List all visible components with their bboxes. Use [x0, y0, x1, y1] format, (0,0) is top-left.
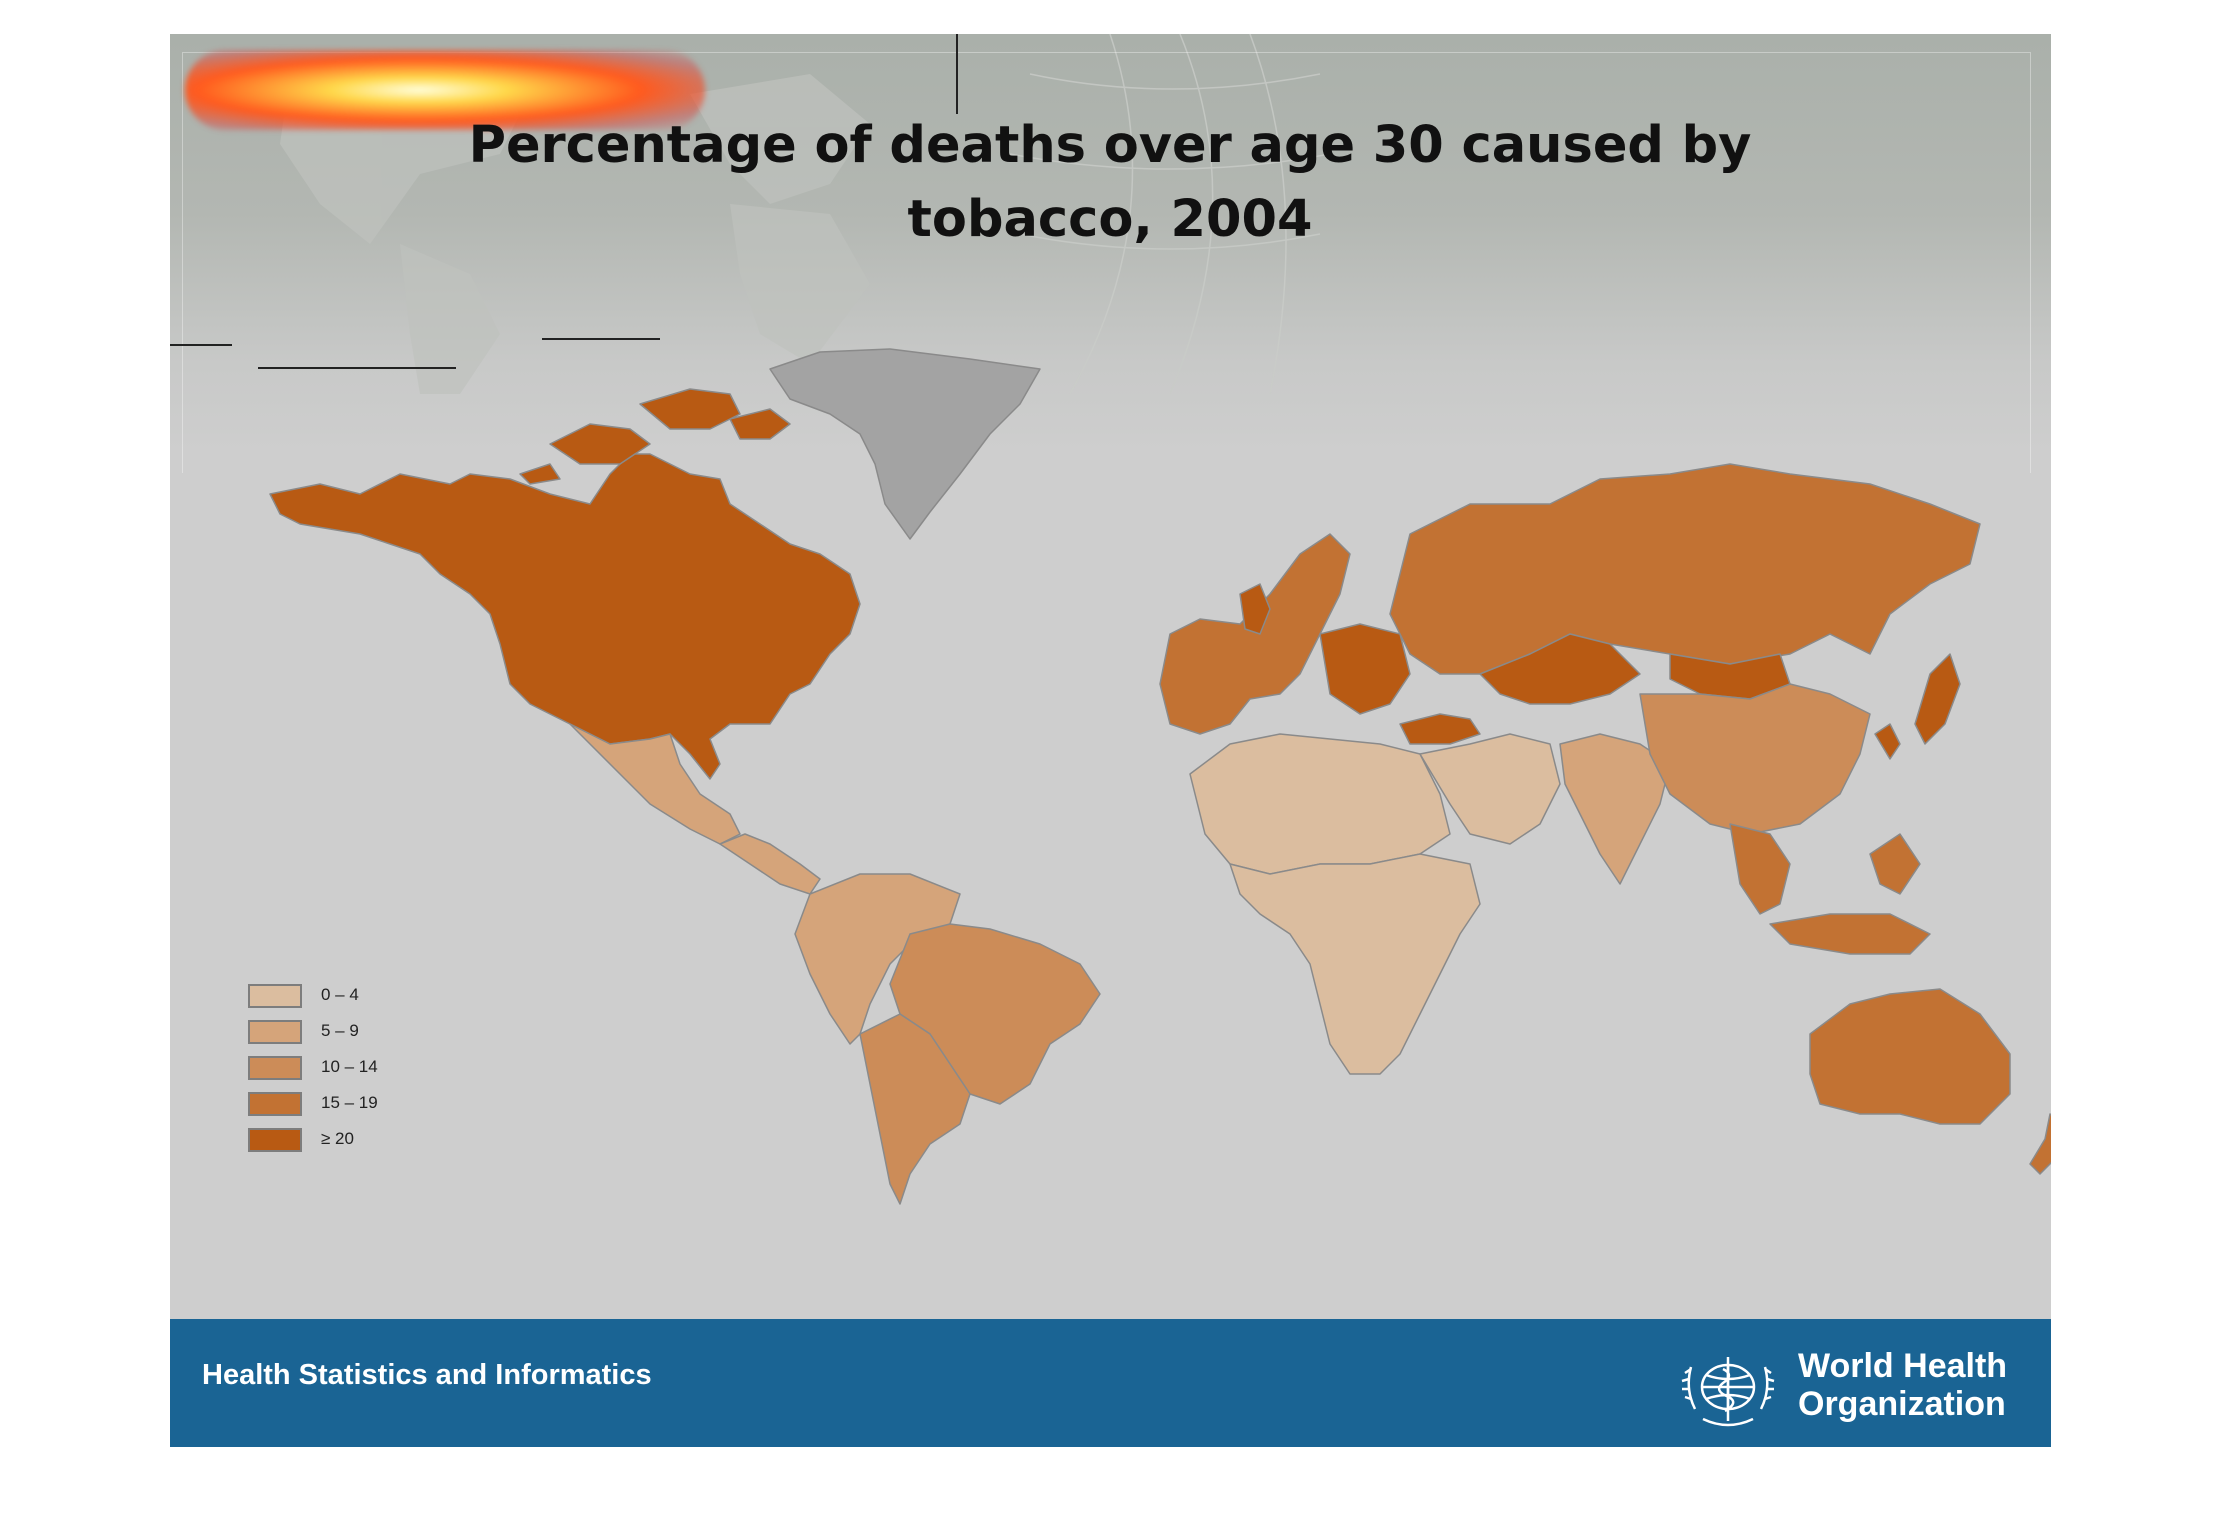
- who-wordmark: World Health Organization: [1798, 1347, 2007, 1423]
- highlight-glow: [185, 50, 705, 130]
- region-north-africa: [1189, 733, 1451, 875]
- legend-swatch: [248, 1020, 302, 1044]
- region-australia: [1809, 988, 2011, 1125]
- inner-frame: [182, 52, 2031, 473]
- frame-line: [258, 367, 456, 369]
- who-wordmark-line2: Organization: [1798, 1385, 2006, 1423]
- region-china: [1639, 683, 1871, 835]
- region-greenland: [769, 348, 1041, 540]
- region-central-america: [719, 833, 821, 895]
- region-uk: [1239, 583, 1271, 635]
- legend-label: ≥ 20: [321, 1129, 354, 1148]
- legend-label: 15 – 19: [321, 1093, 378, 1112]
- region-sub-saharan-africa: [1229, 853, 1481, 1075]
- region-new-zealand: [2029, 1113, 2051, 1175]
- legend-swatch: [248, 984, 302, 1008]
- map-title: Percentage of deaths over age 30 caused …: [468, 116, 1752, 249]
- region-arctic-islands: [519, 388, 791, 485]
- legend-item: 5 – 9: [248, 1020, 448, 1044]
- world-map: [269, 348, 2051, 1205]
- legend-swatch: [248, 1056, 302, 1080]
- region-south-asia: [1559, 733, 1671, 885]
- legend-item: 15 – 19: [248, 1092, 448, 1116]
- who-wordmark-line1: World Health: [1798, 1347, 2008, 1385]
- region-middle-east: [1419, 733, 1561, 845]
- region-mexico: [569, 723, 741, 845]
- legend-label: 0 – 4: [321, 985, 359, 1004]
- slide: Percentage of deaths over age 30 caused …: [170, 34, 2051, 1447]
- frame-line: [542, 338, 660, 340]
- footer-bar: Health Statistics and Informatics World …: [170, 1319, 2051, 1447]
- legend-item: 10 – 14: [248, 1056, 448, 1080]
- region-southern-cone: [859, 1013, 971, 1205]
- legend-label: 10 – 14: [321, 1057, 378, 1076]
- frame-line: [956, 34, 958, 114]
- region-north-america: [269, 453, 861, 780]
- region-southeast-asia: [1729, 823, 1931, 955]
- frame-line: [170, 344, 232, 346]
- region-eastern-europe: [1319, 623, 1411, 715]
- footer-unit-name: Health Statistics and Informatics: [202, 1359, 652, 1391]
- legend-item: 0 – 4: [248, 984, 448, 1008]
- legend-label: 5 – 9: [321, 1021, 359, 1040]
- legend-swatch: [248, 1092, 302, 1116]
- who-emblem-icon: [1681, 1357, 1775, 1427]
- legend-item: ≥ 20: [248, 1128, 448, 1152]
- legend-swatch: [248, 1128, 302, 1152]
- region-russia: [1389, 463, 1981, 675]
- region-japan-korea: [1874, 653, 1961, 760]
- region-turkey: [1399, 713, 1481, 745]
- region-south-america-north: [794, 873, 961, 1045]
